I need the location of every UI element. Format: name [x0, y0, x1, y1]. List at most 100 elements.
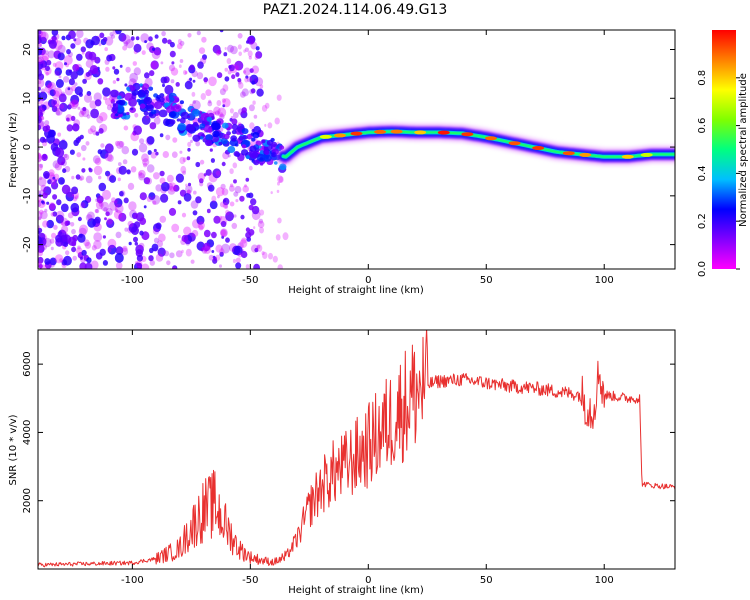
spectrogram-noise-blob — [208, 99, 212, 104]
spectrogram-noise-blob — [165, 134, 171, 141]
spectrogram-noise-blob — [65, 191, 75, 202]
spectrogram-noise-blob — [140, 33, 150, 43]
spectrogram-noise-blob — [72, 64, 80, 72]
spectrogram-noise-blob — [102, 189, 111, 200]
spectrogram-noise-blob — [243, 49, 246, 53]
spectrogram-noise-blob — [130, 36, 135, 41]
spectrogram-noise-blob — [81, 249, 87, 256]
spectrogram-noise-blob — [220, 220, 227, 228]
spectrogram-noise-blob — [90, 260, 99, 269]
spectrogram-noise-blob — [205, 169, 212, 176]
spectrogram-noise-blob — [108, 200, 118, 211]
spectrogram-noise-blob — [225, 211, 235, 222]
spectrogram-noise-blob — [247, 50, 253, 57]
spectrogram-noise-blob — [248, 104, 255, 112]
spectrogram-noise-blob — [39, 120, 45, 127]
spectrogram-noise-blob — [57, 44, 66, 54]
spectrogram-noise-blob — [53, 87, 62, 97]
spectrogram-noise-blob — [147, 150, 152, 155]
spectrogram-ridge-blob — [223, 133, 230, 140]
snr-series-line — [38, 330, 675, 568]
spectrogram-noise-blob — [233, 191, 239, 197]
x-tick-label: 50 — [480, 575, 493, 586]
spectrogram-noise-blob — [78, 110, 85, 118]
spectrogram-noise-blob — [182, 170, 187, 175]
spectrogram-noise-blob — [89, 65, 99, 75]
spectrogram-noise-blob — [250, 41, 258, 50]
spectrogram-noise-blob — [217, 49, 222, 55]
spectrogram-noise-blob — [169, 252, 175, 259]
spectrogram-noise-blob — [57, 132, 62, 137]
spectrogram-ridge-blob — [158, 96, 165, 103]
spectrogram-ridge-blob — [199, 136, 204, 140]
spectrogram-noise-blob — [235, 72, 240, 77]
spectrogram-noise-blob — [107, 238, 117, 249]
spectrogram-noise-blob — [177, 200, 182, 205]
spectrogram-noise-blob — [105, 211, 110, 217]
spectrogram-noise-blob — [239, 195, 245, 202]
spectrogram-noise-blob — [55, 234, 63, 243]
spectrogram-noise-blob — [162, 151, 169, 158]
spectrogram-noise-blob — [248, 55, 252, 60]
spectrogram-noise-blob — [61, 184, 71, 195]
spectrogram-noise-blob — [172, 266, 177, 269]
spectrogram-noise-blob — [43, 237, 52, 248]
spectrogram-ridge-blob — [179, 100, 184, 105]
spectrogram-noise-blob — [58, 140, 68, 150]
spectrogram-noise-blob — [73, 139, 79, 146]
spectrogram-noise-blob — [54, 254, 64, 264]
spectrogram-noise-blob — [135, 36, 140, 41]
spectrogram-noise-blob — [238, 81, 244, 89]
spectrogram-noise-blob — [102, 87, 111, 97]
spectrogram-noise-blob — [58, 75, 62, 79]
spectrogram-noise-blob — [232, 258, 237, 264]
spectrogram-noise-blob — [143, 177, 151, 185]
spectrogram-noise-blob — [184, 80, 193, 90]
colorbar-gradient — [712, 30, 736, 269]
spectrogram-noise-blob — [51, 181, 59, 190]
spectrogram-noise-blob — [138, 172, 146, 181]
snr-y-axis: 2000 4000 6000 — [22, 351, 675, 513]
spectrogram-noise-blob — [215, 254, 221, 261]
spectrogram-noise-blob — [270, 191, 273, 195]
spectrogram-noise-blob — [38, 152, 42, 160]
spectrogram-noise-blob — [158, 233, 166, 242]
spectrogram-noise-blob — [52, 62, 57, 67]
spectrogram-noise-blob — [203, 173, 207, 177]
spectrogram-noise-blob — [77, 245, 81, 250]
spectrogram-noise-blob — [50, 212, 55, 217]
spectrogram-y-label: Frequency (Hz) — [8, 112, 19, 188]
spectrogram-noise-blob — [197, 221, 205, 230]
spectrogram-noise-blob — [200, 93, 206, 100]
spectrogram-noise-blob — [50, 246, 54, 251]
spectrogram-noise-blob — [160, 76, 167, 84]
spectrogram-noise-blob — [144, 40, 148, 44]
spectrogram-noise-blob — [82, 106, 87, 112]
spectrogram-noise-blob — [39, 209, 44, 215]
spectrogram-noise-blob — [226, 58, 232, 65]
spectrogram-noise-blob — [83, 93, 93, 103]
spectrogram-ridge-blob — [263, 154, 272, 162]
spectrogram-noise-blob — [96, 115, 104, 124]
spectrogram-noise-blob — [85, 214, 93, 222]
spectrogram-noise-blob — [245, 227, 250, 233]
spectrogram-noise-blob — [184, 71, 188, 75]
spectrogram-noise-blob — [195, 161, 201, 168]
spectrogram-ridge-blob — [206, 116, 213, 122]
spectrogram-ridge-blob — [241, 149, 249, 156]
spectrogram-noise-blob — [161, 30, 166, 37]
spectrogram-noise-blob — [38, 138, 41, 144]
spectrogram-noise-blob — [76, 247, 83, 255]
spectrogram-noise-blob — [203, 77, 208, 83]
spectrogram-noise-blob — [38, 30, 44, 38]
spectrogram-noise-blob — [215, 170, 221, 176]
spectrogram-noise-blob — [92, 155, 101, 164]
spectrogram-noise-blob — [38, 264, 43, 269]
spectrogram-noise-blob — [244, 47, 249, 53]
spectrogram-noise-blob — [276, 94, 282, 101]
colorbar-tick-label: 0.0 — [697, 261, 708, 277]
spectrogram-noise-blob — [199, 159, 205, 165]
spectrogram-noise-blob — [206, 208, 211, 214]
spectrogram-noise-blob — [139, 192, 147, 201]
